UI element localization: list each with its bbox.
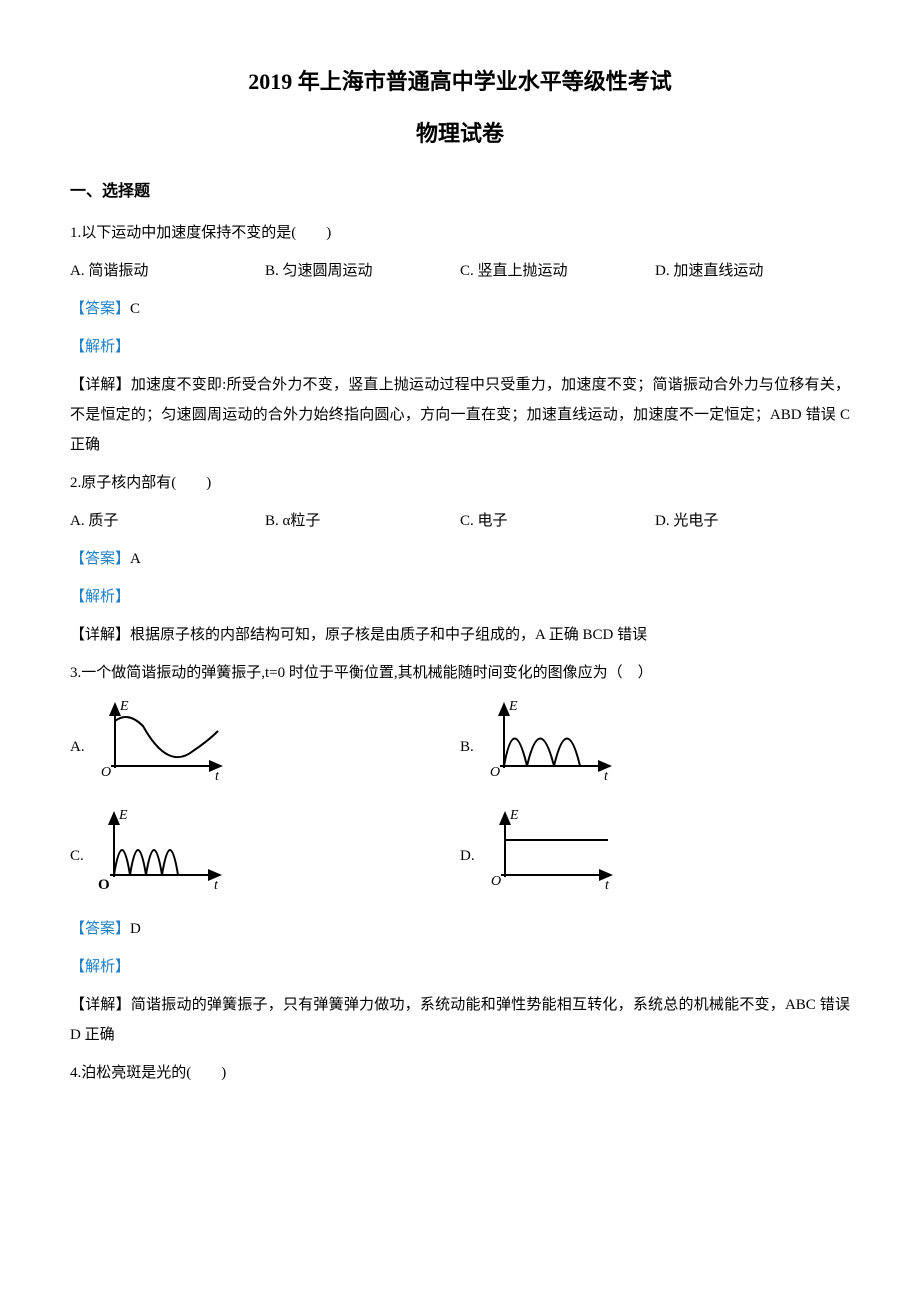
q2-option-a: A. 质子: [70, 506, 265, 536]
q3-option-c: C. E O t: [70, 805, 460, 906]
svg-text:E: E: [119, 699, 129, 714]
svg-text:t: t: [214, 878, 219, 893]
q3-detail: 【详解】简谐振动的弹簧振子，只有弹簧弹力做功，系统动能和弹性势能相互转化，系统总…: [70, 990, 850, 1050]
q3-answer-label: 【答案】: [70, 921, 130, 937]
q1-answer-value: C: [130, 301, 140, 317]
svg-text:t: t: [215, 769, 220, 784]
q3-option-a: A. E O t: [70, 696, 460, 797]
q2-answer: 【答案】A: [70, 544, 850, 574]
svg-text:O: O: [491, 874, 501, 889]
q3-graph-a: E O t: [93, 696, 233, 797]
q3-option-d: D. E O t: [460, 805, 850, 906]
svg-text:E: E: [509, 808, 519, 823]
q2-answer-label: 【答案】: [70, 551, 130, 567]
q3-graph-b: E O t: [482, 696, 622, 797]
q3-answer-value: D: [130, 921, 141, 937]
q3-curve-b: [504, 739, 580, 767]
q2-text: 2.原子核内部有( ): [70, 468, 850, 498]
q3-graph-c: E O t: [92, 805, 232, 906]
svg-text:E: E: [118, 808, 128, 823]
q1-text: 1.以下运动中加速度保持不变的是( ): [70, 218, 850, 248]
q3-options-row2: C. E O t D.: [70, 805, 850, 906]
q3-option-d-label: D.: [460, 841, 475, 871]
q3-text: 3.一个做简谐振动的弹簧振子,t=0 时位于平衡位置,其机械能随时间变化的图像应…: [70, 658, 850, 688]
q2-detail: 【详解】根据原子核的内部结构可知，原子核是由质子和中子组成的，A 正确 BCD …: [70, 620, 850, 650]
svg-text:E: E: [508, 699, 518, 714]
q2-option-d: D. 光电子: [655, 506, 850, 536]
q2-option-c: C. 电子: [460, 506, 655, 536]
q3-option-a-label: A.: [70, 732, 85, 762]
q2-options: A. 质子 B. α粒子 C. 电子 D. 光电子: [70, 506, 850, 536]
page-title-main: 2019 年上海市普通高中学业水平等级性考试: [70, 60, 850, 104]
q4-text: 4.泊松亮斑是光的( ): [70, 1058, 850, 1088]
q3-option-b: B. E O t: [460, 696, 850, 797]
q3-option-b-label: B.: [460, 732, 474, 762]
q3-option-c-label: C.: [70, 841, 84, 871]
q3-curve-c: [114, 850, 178, 875]
q1-answer: 【答案】C: [70, 294, 850, 324]
q1-option-b: B. 匀速圆周运动: [265, 256, 460, 286]
svg-text:t: t: [605, 878, 610, 893]
q1-analysis-label: 【解析】: [70, 332, 850, 362]
q3-analysis-label: 【解析】: [70, 952, 850, 982]
q1-answer-label: 【答案】: [70, 301, 130, 317]
q3-graph-d: E O t: [483, 805, 623, 906]
svg-text:O: O: [490, 765, 500, 780]
q2-answer-value: A: [130, 551, 141, 567]
section-header-1: 一、选择题: [70, 176, 850, 208]
q2-option-b: B. α粒子: [265, 506, 460, 536]
q1-option-a: A. 简谐振动: [70, 256, 265, 286]
svg-text:O: O: [101, 765, 111, 780]
svg-text:O: O: [98, 877, 110, 893]
q1-detail: 【详解】加速度不变即:所受合外力不变，竖直上抛运动过程中只受重力，加速度不变；简…: [70, 370, 850, 460]
q1-option-c: C. 竖直上抛运动: [460, 256, 655, 286]
q1-options: A. 简谐振动 B. 匀速圆周运动 C. 竖直上抛运动 D. 加速直线运动: [70, 256, 850, 286]
page-title-sub: 物理试卷: [70, 112, 850, 156]
q3-curve-a: [115, 717, 218, 757]
q2-analysis-label: 【解析】: [70, 582, 850, 612]
q1-option-d: D. 加速直线运动: [655, 256, 850, 286]
svg-text:t: t: [604, 769, 609, 784]
q3-options-row1: A. E O t B.: [70, 696, 850, 797]
q3-answer: 【答案】D: [70, 914, 850, 944]
